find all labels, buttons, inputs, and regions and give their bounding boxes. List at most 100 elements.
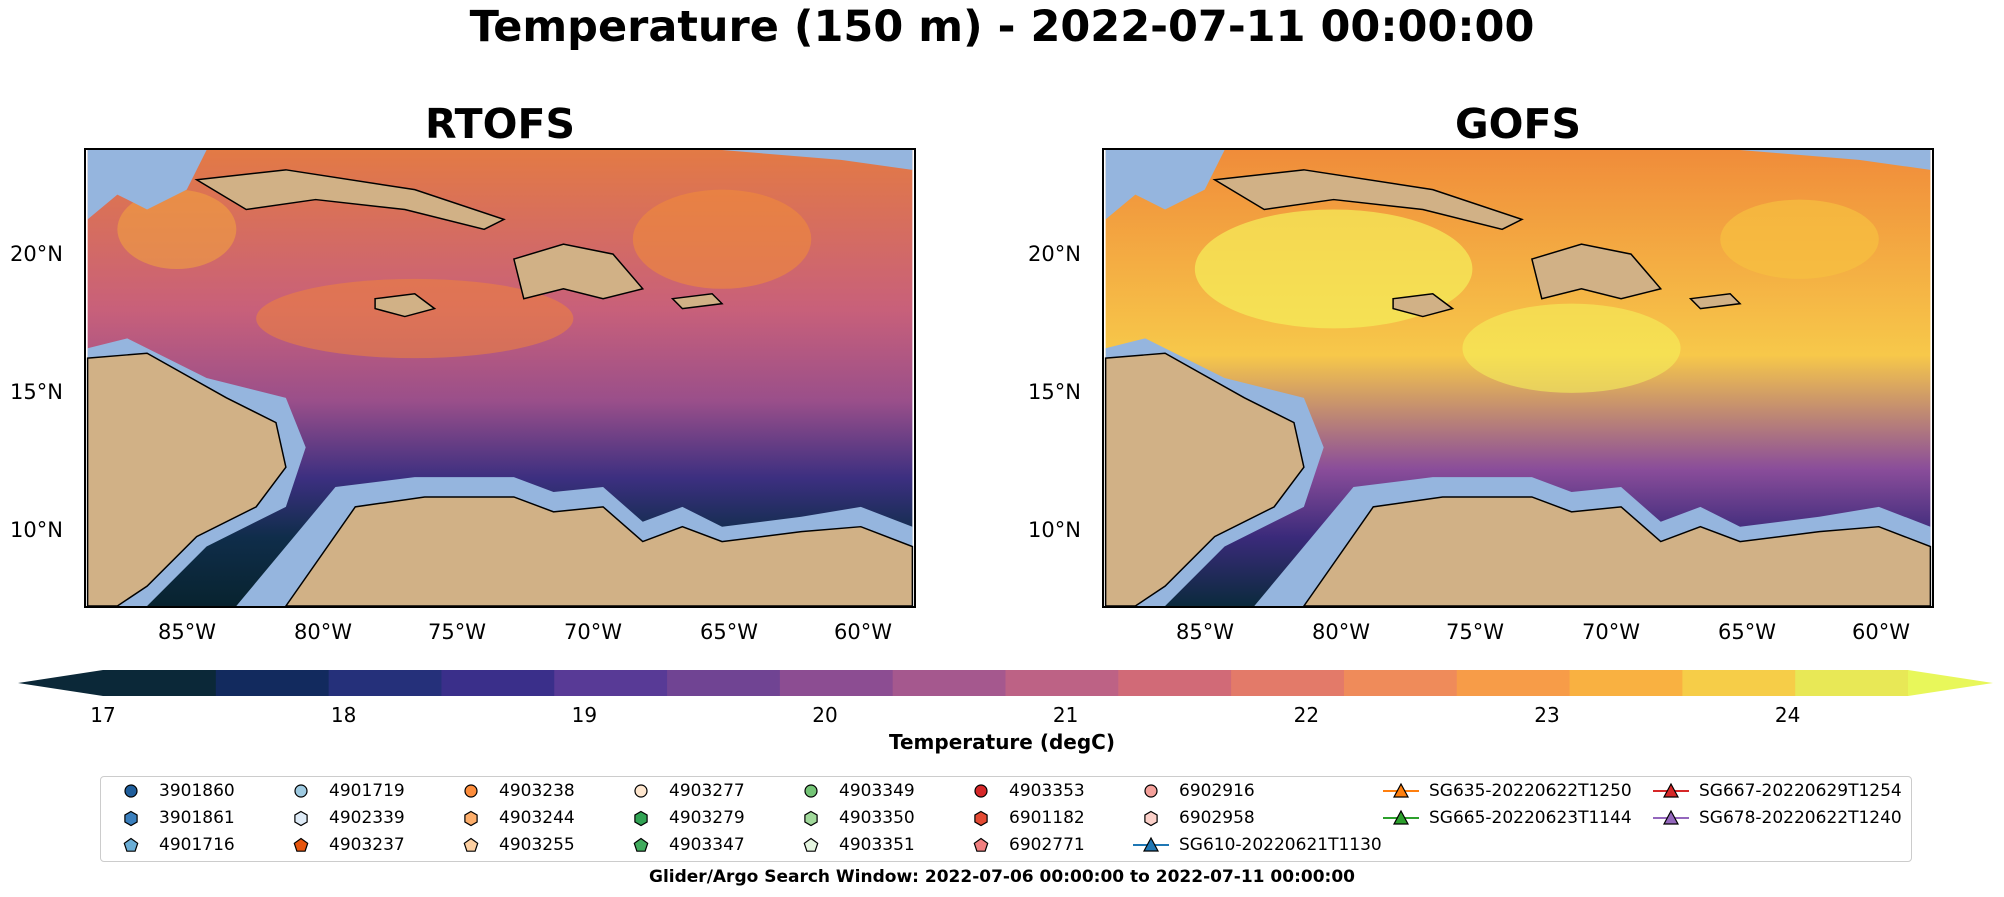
colorbar-segment xyxy=(554,670,668,696)
colorbar-tick-label: 23 xyxy=(1534,703,1560,727)
legend-item: 6902916 xyxy=(1131,781,1255,801)
panel-title-gofs: GOFS xyxy=(1454,100,1582,148)
legend-item: 3901861 xyxy=(111,808,235,828)
lat-label: 15°N xyxy=(10,380,63,404)
legend-item-label: 4903279 xyxy=(669,808,745,828)
legend-item-label: 4902339 xyxy=(329,808,405,828)
legend-item-label: 6902916 xyxy=(1179,781,1255,801)
legend-item-label: 6902771 xyxy=(1009,835,1085,855)
circle-marker-icon xyxy=(124,784,138,798)
figure-title: Temperature (150 m) - 2022-07-11 00:00:0… xyxy=(469,2,1535,52)
legend-item-label: 3901861 xyxy=(159,808,235,828)
legend-item-label: 4903237 xyxy=(329,835,405,855)
legend-item-label: 4903353 xyxy=(1009,781,1085,801)
colorbar-extend-high xyxy=(1908,670,1993,696)
legend-item: 4903277 xyxy=(621,781,745,801)
pentagon-marker-icon xyxy=(293,837,309,852)
colorbar-segment xyxy=(1456,670,1571,696)
legend-item: 4903353 xyxy=(961,781,1085,801)
lon-label: 70°W xyxy=(1582,620,1640,644)
legend-item-label: SG667-20220629T1254 xyxy=(1699,781,1902,801)
colorbar-segment xyxy=(1005,670,1119,696)
gofs-map xyxy=(1102,148,1934,608)
legend-item: SG665-20220623T1144 xyxy=(1381,808,1632,828)
circle-marker-icon xyxy=(634,784,648,798)
colorbar-segment xyxy=(779,670,894,696)
legend-item-label: 6902958 xyxy=(1179,808,1255,828)
lat-label: 20°N xyxy=(10,242,63,266)
legend-item: SG610-20220621T1130 xyxy=(1131,835,1382,855)
circle-marker-icon xyxy=(1144,784,1158,798)
legend-item-label: 4903277 xyxy=(669,781,745,801)
hexagon-marker-icon xyxy=(464,810,478,827)
legend-item-label: 4903347 xyxy=(669,835,745,855)
colorbar-segment xyxy=(441,670,555,696)
lon-label: 80°W xyxy=(1312,620,1370,644)
colorbar-segment xyxy=(103,670,217,696)
hexagon-marker-icon xyxy=(1144,810,1158,827)
legend-item-label: 4903238 xyxy=(499,781,575,801)
lon-label: 75°W xyxy=(1446,620,1504,644)
legend-item: 4903347 xyxy=(621,835,745,855)
legend-item-label: SG665-20220623T1144 xyxy=(1429,808,1632,828)
legend-item: SG635-20220622T1250 xyxy=(1381,781,1632,801)
circle-marker-icon xyxy=(464,784,478,798)
panel-title-rtofs: RTOFS xyxy=(424,100,576,148)
colorbar-segment xyxy=(892,670,1006,696)
lon-label: 70°W xyxy=(564,620,622,644)
pentagon-marker-icon xyxy=(123,837,139,852)
lon-label: 75°W xyxy=(428,620,486,644)
legend-item-label: 4903349 xyxy=(839,781,915,801)
colorbar-segment xyxy=(1231,670,1345,696)
hexagon-marker-icon xyxy=(124,810,138,827)
triangle-marker-icon xyxy=(1653,782,1689,798)
colorbar-segment xyxy=(1118,670,1232,696)
lat-label: 10°N xyxy=(1028,518,1081,542)
lon-label: 65°W xyxy=(1718,620,1776,644)
colorbar-tick-label: 22 xyxy=(1293,703,1320,727)
colorbar-tick-label: 19 xyxy=(571,703,598,727)
lat-label: 20°N xyxy=(1028,242,1081,266)
legend-item-label: SG678-20220622T1240 xyxy=(1699,808,1902,828)
colorbar-tick-label: 17 xyxy=(90,703,116,727)
pentagon-marker-icon xyxy=(633,837,649,852)
colorbar-segment xyxy=(328,670,442,696)
lat-label: 10°N xyxy=(10,518,63,542)
colorbar-segment xyxy=(215,670,330,696)
circle-marker-icon xyxy=(974,784,988,798)
colorbar-tick-label: 20 xyxy=(812,703,838,727)
legend-item-label: 4901719 xyxy=(329,781,405,801)
rtofs-map xyxy=(84,148,916,608)
legend-item: 4903238 xyxy=(451,781,575,801)
legend-item: 4903237 xyxy=(281,835,405,855)
legend-item: 6902771 xyxy=(961,835,1085,855)
legend-item-label: SG635-20220622T1250 xyxy=(1429,781,1632,801)
colorbar-segment xyxy=(1569,670,1683,696)
colorbar-segment xyxy=(1795,670,1909,696)
pentagon-marker-icon xyxy=(803,837,819,852)
legend-item: 4903349 xyxy=(791,781,915,801)
hexagon-marker-icon xyxy=(294,810,308,827)
circle-marker-icon xyxy=(294,784,308,798)
legend-item: 4903279 xyxy=(621,808,745,828)
colorbar-extend-low xyxy=(18,670,103,696)
colorbar-tick-label: 21 xyxy=(1052,703,1079,727)
colorbar-segment xyxy=(1343,670,1458,696)
legend-item: 6901182 xyxy=(961,808,1085,828)
hexagon-marker-icon xyxy=(634,810,648,827)
legend-item-label: 4903244 xyxy=(499,808,575,828)
legend-item: 3901860 xyxy=(111,781,235,801)
legend-item-label: 4903255 xyxy=(499,835,575,855)
legend-item: 4901716 xyxy=(111,835,235,855)
legend-item: SG678-20220622T1240 xyxy=(1651,808,1902,828)
colorbar-segment xyxy=(1682,670,1796,696)
triangle-marker-icon xyxy=(1133,836,1169,852)
lat-label: 15°N xyxy=(1028,380,1081,404)
lon-label: 65°W xyxy=(700,620,758,644)
colorbar-tick-label: 24 xyxy=(1774,703,1801,727)
colorbar-label: Temperature (degC) xyxy=(889,730,1115,754)
legend: 3901860 3901861 4901716 4901719 4902339 49032… xyxy=(100,776,1912,862)
legend-item-label: 3901860 xyxy=(159,781,235,801)
legend-item: 4902339 xyxy=(281,808,405,828)
circle-marker-icon xyxy=(804,784,818,798)
